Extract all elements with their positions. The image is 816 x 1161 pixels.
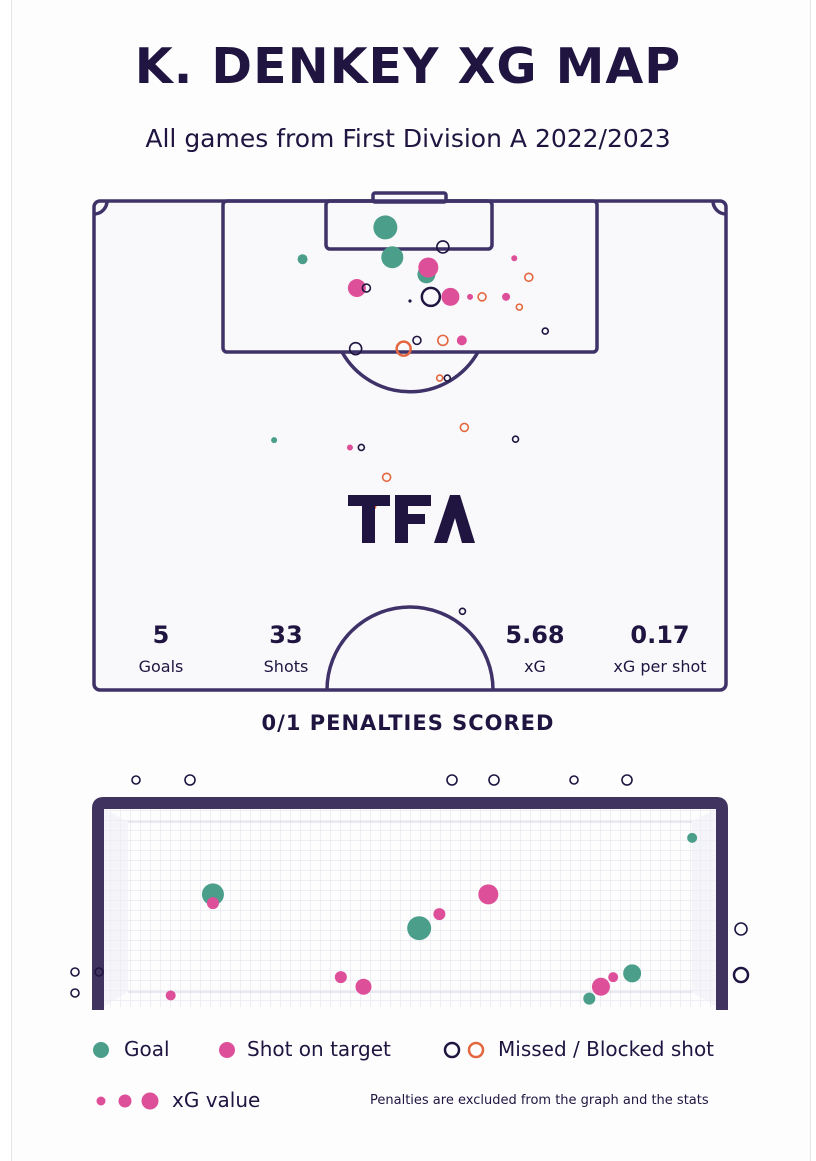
goal-miss-6 [734, 922, 748, 936]
stat-xg-per-shot-value: 0.17 [630, 621, 690, 649]
goal-miss-0 [131, 775, 141, 785]
legend-xg-medium-icon [118, 1094, 132, 1108]
pitch-shot-0 [373, 215, 398, 240]
pitch-shot-4 [271, 437, 278, 444]
pitch-shot-17 [348, 341, 363, 356]
goal-miss-7 [732, 966, 750, 984]
pitch-shot-12 [346, 444, 353, 451]
goal-miss-4 [569, 775, 579, 785]
goal-shot-3 [623, 964, 642, 983]
center-circle [325, 605, 495, 691]
pitch-shot-15 [361, 283, 372, 293]
corner-arc-left [93, 200, 109, 216]
pitch-shots [271, 215, 550, 616]
goal-shot-7 [433, 908, 446, 921]
legend-on-target-icon [219, 1042, 235, 1058]
stat-goals: 5 Goals [91, 621, 231, 676]
pitch-shot-6 [347, 279, 366, 298]
legend-missed-orange-icon [467, 1041, 485, 1059]
stat-xg-per-shot: 0.17 xG per shot [590, 621, 730, 676]
legend-xg-large-icon [141, 1092, 159, 1110]
goal-miss-3 [488, 774, 500, 786]
penalties-scored: 0/1 PENALTIES SCORED [261, 711, 555, 735]
goal-shot-10 [608, 972, 619, 983]
pitch-shot-29 [381, 472, 392, 483]
goal-shot-8 [334, 971, 347, 984]
chart-title: K. DENKEY XG MAP [134, 38, 682, 95]
stat-xg-value: 5.68 [505, 621, 565, 649]
goal-miss-1 [184, 774, 196, 786]
pitch-shot-20 [357, 443, 366, 452]
pitch-shot-23 [477, 292, 487, 302]
legend-on-target-label: Shot on target [247, 1037, 391, 1061]
tfa-logo [348, 495, 475, 543]
pitch-shot-10 [511, 255, 518, 262]
goal-miss-5 [621, 774, 633, 786]
legend-missed-dark-icon [443, 1041, 461, 1059]
pitch-shot-19 [443, 374, 452, 382]
goal-miss-10 [70, 988, 80, 998]
goal-miss-8 [70, 967, 80, 977]
goal-miss-9 [94, 967, 104, 977]
stat-goals-label: Goals [138, 657, 184, 676]
stat-goals-value: 5 [152, 621, 170, 649]
pitch-shot-21 [511, 435, 520, 443]
goal-net-shade-left [103, 808, 128, 1007]
goal-shot-12 [165, 990, 176, 1001]
chart-subtitle: All games from First Division A 2022/202… [145, 124, 671, 153]
legend-missed-label: Missed / Blocked shot [498, 1037, 715, 1061]
penalty-spot [408, 299, 412, 303]
goal-shot-1 [407, 916, 432, 941]
pitch-shot-24 [515, 303, 524, 311]
penalty-arc [340, 351, 480, 394]
pitch-shot-28 [459, 422, 470, 433]
goal-miss-2 [446, 774, 458, 786]
goal-shot-4 [583, 992, 596, 1005]
goal-shot-0 [201, 883, 224, 906]
legend-xg-label: xG value [172, 1088, 261, 1112]
stat-xg: 5.68 xG [465, 621, 605, 676]
stat-shots-value: 33 [269, 621, 303, 649]
pitch-shot-11 [456, 335, 467, 346]
legend-goal-icon [93, 1042, 109, 1058]
legend-goal-label: Goal [124, 1037, 170, 1061]
pitch-shot-3 [297, 254, 308, 265]
stat-xg-label: xG [524, 657, 546, 676]
goal-net-shade-right [692, 808, 717, 1007]
pitch-shot-9 [502, 292, 511, 301]
pitch-shot-14 [420, 286, 442, 308]
goal-shot-6 [206, 897, 219, 910]
pitch-shot-7 [441, 287, 460, 306]
pitch-shot-18 [541, 327, 550, 335]
pitch-shot-27 [435, 374, 444, 382]
pitch-shot-1 [381, 246, 404, 269]
goal-shot-2 [687, 832, 698, 843]
goal-shots [70, 774, 750, 1005]
goal-shot-9 [355, 978, 372, 995]
goal-shot-5 [478, 884, 499, 905]
stat-shots-label: Shots [263, 657, 309, 676]
pitch-shot-13 [436, 240, 450, 254]
pitch-shot-16 [412, 335, 422, 346]
legend-xg-small-icon [96, 1096, 106, 1106]
pitch-shot-31 [458, 607, 467, 616]
stat-shots: 33 Shots [216, 621, 356, 676]
pitch-shot-26 [395, 340, 412, 357]
corner-arc-right [711, 200, 727, 216]
pitch-shot-5 [418, 257, 439, 278]
goal-posts [92, 797, 728, 1010]
pitch-shot-22 [524, 272, 534, 283]
pitch-shot-25 [437, 334, 449, 347]
footnote: Penalties are excluded from the graph an… [370, 1093, 709, 1108]
goal-shot-11 [591, 977, 610, 996]
pitch-shot-8 [467, 293, 474, 300]
stat-xg-per-shot-label: xG per shot [613, 657, 707, 676]
